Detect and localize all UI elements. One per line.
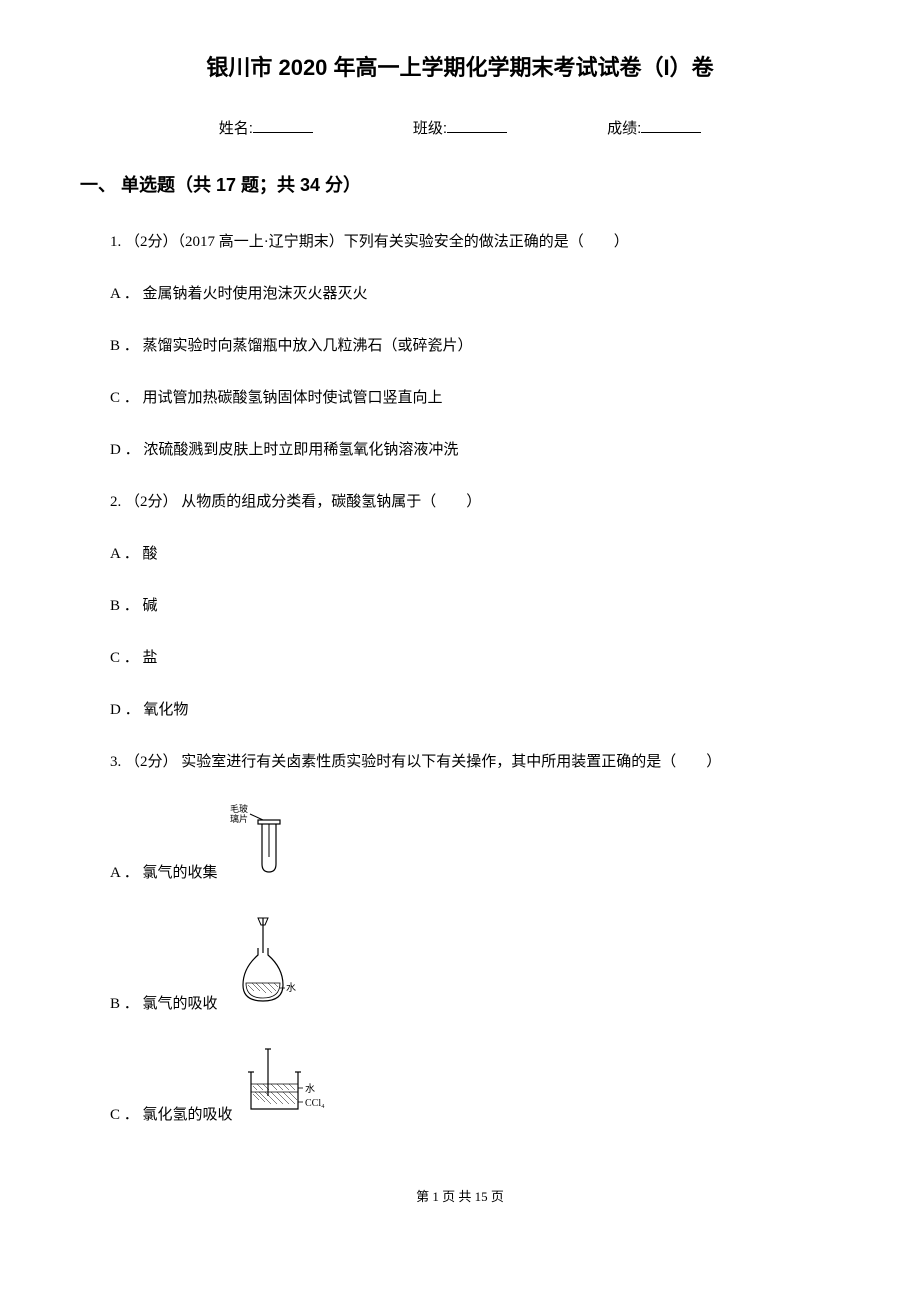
q1-option-b: B ． 蒸馏实验时向蒸馏瓶中放入几粒沸石（或碎瓷片） bbox=[110, 334, 840, 358]
score-blank bbox=[641, 115, 701, 133]
student-info-row: 姓名: 班级: 成绩: bbox=[80, 115, 840, 141]
q1-option-d: D ． 浓硫酸溅到皮肤上时立即用稀氢氧化钠溶液冲洗 bbox=[110, 438, 840, 462]
q2-option-d: D ． 氧化物 bbox=[110, 698, 840, 722]
label-glass-plate: 毛玻 bbox=[230, 803, 248, 814]
beaker-icon: 水 CCl₄ bbox=[243, 1044, 338, 1127]
score-field: 成绩: bbox=[607, 115, 701, 141]
flask-icon: 水 bbox=[228, 913, 308, 1016]
label-water-b: 水 bbox=[286, 982, 296, 994]
q3-option-a: A ． 氯气的收集 bbox=[110, 861, 218, 885]
question-3: 3. （2分） 实验室进行有关卤素性质实验时有以下有关操作，其中所用装置正确的是… bbox=[110, 750, 840, 1127]
page-footer: 第 1 页 共 15 页 bbox=[80, 1187, 840, 1208]
question-2: 2. （2分） 从物质的组成分类看，碳酸氢钠属于（ ） A ． 酸 B ． 碱 … bbox=[110, 490, 840, 722]
label-ccl4: CCl₄ bbox=[305, 1098, 325, 1109]
svg-text:璃片: 璃片 bbox=[230, 813, 248, 824]
exam-title: 银川市 2020 年高一上学期化学期末考试试卷（I）卷 bbox=[80, 50, 840, 85]
q2-option-c: C ． 盐 bbox=[110, 646, 840, 670]
q3-option-a-row: A ． 氯气的收集 毛玻 璃片 bbox=[110, 802, 840, 885]
q3-option-c-row: C ． 氯化氢的吸收 bbox=[110, 1044, 840, 1127]
name-blank bbox=[253, 115, 313, 133]
q1-text: 1. （2分）（2017 高一上·辽宁期末）下列有关实验安全的做法正确的是（ ） bbox=[110, 230, 840, 254]
q3-option-b: B ． 氯气的吸收 bbox=[110, 992, 218, 1016]
q2-text: 2. （2分） 从物质的组成分类看，碳酸氢钠属于（ ） bbox=[110, 490, 840, 514]
q1-option-a: A ． 金属钠着火时使用泡沫灭火器灭火 bbox=[110, 282, 840, 306]
q1-option-c: C ． 用试管加热碳酸氢钠固体时使试管口竖直向上 bbox=[110, 386, 840, 410]
q2-option-a: A ． 酸 bbox=[110, 542, 840, 566]
q2-option-b: B ． 碱 bbox=[110, 594, 840, 618]
label-water-c: 水 bbox=[305, 1083, 315, 1095]
q3-text: 3. （2分） 实验室进行有关卤素性质实验时有以下有关操作，其中所用装置正确的是… bbox=[110, 750, 840, 774]
question-1: 1. （2分）（2017 高一上·辽宁期末）下列有关实验安全的做法正确的是（ ）… bbox=[110, 230, 840, 462]
class-label: 班级: bbox=[413, 117, 447, 141]
class-blank bbox=[447, 115, 507, 133]
q3-option-c: C ． 氯化氢的吸收 bbox=[110, 1103, 233, 1127]
class-field: 班级: bbox=[413, 115, 507, 141]
q3-option-b-row: B ． 氯气的吸收 水 bbox=[110, 913, 840, 1016]
name-label: 姓名: bbox=[219, 117, 253, 141]
name-field: 姓名: bbox=[219, 115, 313, 141]
test-tube-icon: 毛玻 璃片 bbox=[228, 802, 298, 885]
section-1-header: 一、 单选题（共 17 题；共 34 分） bbox=[80, 171, 840, 200]
score-label: 成绩: bbox=[607, 117, 641, 141]
